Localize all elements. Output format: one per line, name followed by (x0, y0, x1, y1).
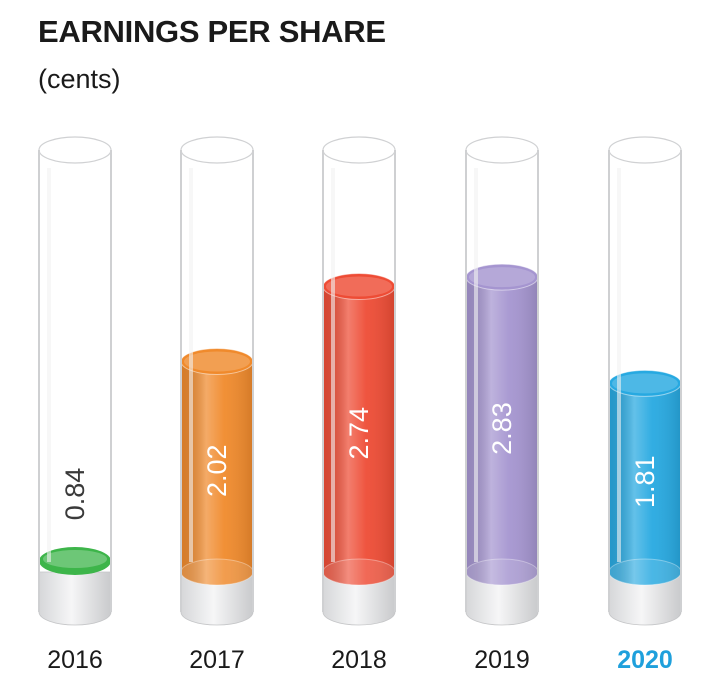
tube-stem (322, 571, 396, 626)
tube-stem (38, 571, 112, 626)
tube-2019: 2.83 2019 (465, 136, 539, 674)
category-label: 2017 (189, 646, 245, 674)
category-label: 2018 (331, 646, 387, 674)
tube-stem (465, 571, 539, 626)
tube-stem (180, 571, 254, 626)
category-label: 2016 (47, 646, 103, 674)
bar-top-highlight (184, 351, 250, 372)
tube-2020: 1.81 2020 (608, 136, 682, 674)
tube-2016: 0.84 2016 (38, 136, 112, 674)
tube-2017: 2.02 2017 (180, 136, 254, 674)
value-label: 2.83 (487, 402, 517, 455)
chart-subtitle: (cents) (38, 64, 121, 94)
bar-bottom-ring (180, 558, 254, 586)
bar-bottom-ring (465, 558, 539, 586)
value-label: 0.84 (60, 468, 90, 521)
bar-bottom-ring (322, 558, 396, 586)
bar-fill (39, 547, 111, 575)
tube-rim (322, 136, 396, 164)
tube-rim (465, 136, 539, 164)
bar-top-highlight (469, 267, 535, 288)
value-label: 1.81 (630, 455, 660, 508)
tube-rim (38, 136, 112, 164)
tube-rim (180, 136, 254, 164)
value-label: 2.02 (202, 444, 232, 497)
tube-2018: 2.74 2018 (322, 136, 396, 674)
category-label: 2019 (474, 646, 530, 674)
bar-shine (323, 286, 395, 585)
chart-title: EARNINGS PER SHARE (38, 14, 386, 49)
bar-shine (609, 383, 681, 585)
category-label: 2020 (617, 646, 673, 674)
value-label: 2.74 (344, 407, 374, 460)
tube-stem (608, 571, 682, 626)
bar-shine (466, 277, 538, 585)
bar-shine (181, 361, 253, 585)
bar-top-highlight (612, 373, 678, 394)
tube-rim (608, 136, 682, 164)
bar-top-highlight (326, 276, 392, 297)
bar-top-highlight (43, 550, 107, 568)
bar-bottom-ring (608, 558, 682, 586)
